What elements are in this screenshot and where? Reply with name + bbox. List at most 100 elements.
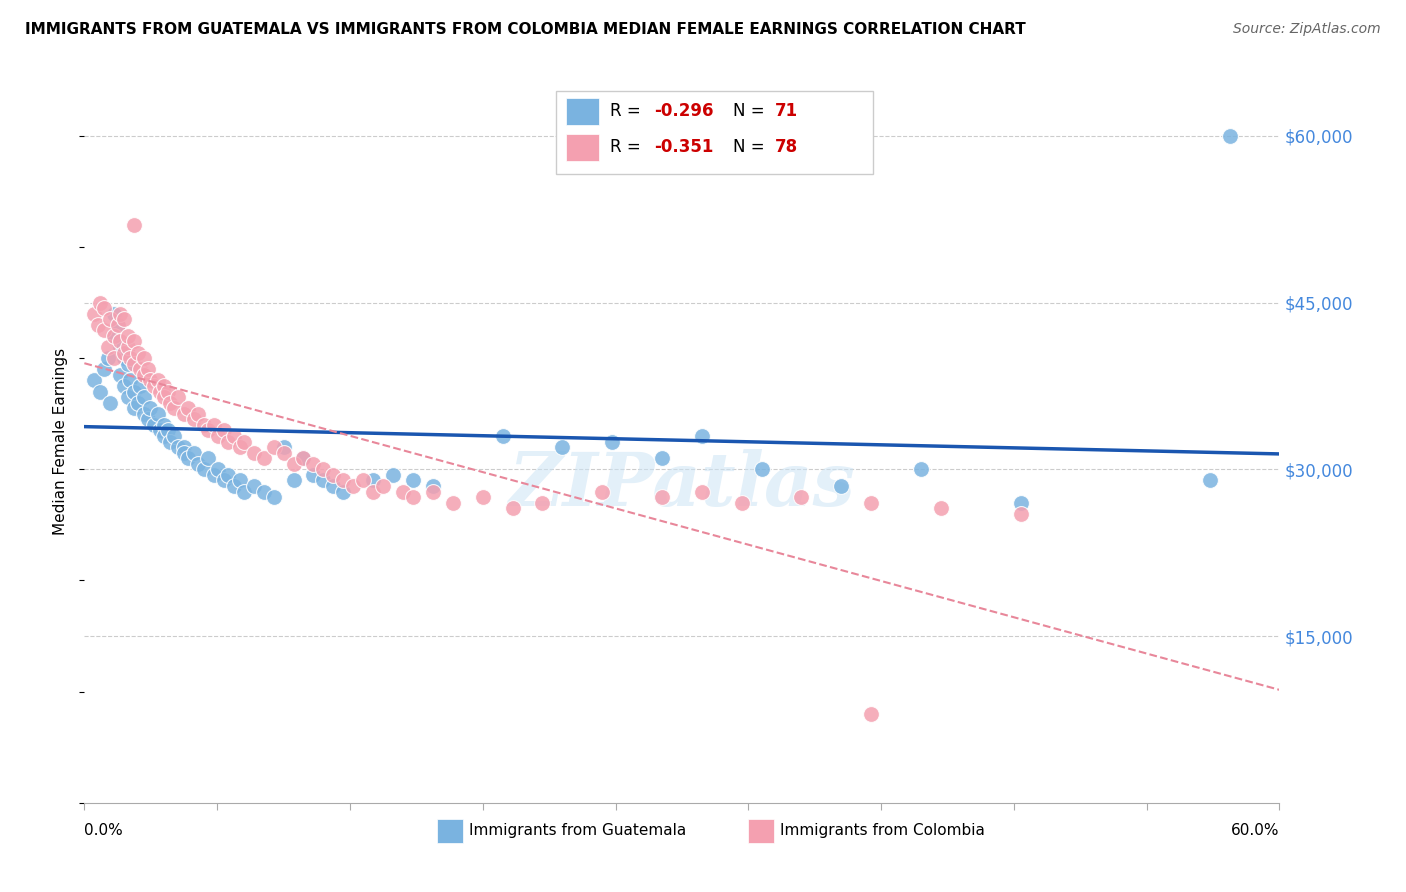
Bar [567, 97, 599, 125]
Point [292, 451, 315, 466]
Point [117, 390, 139, 404]
Point [187, 407, 209, 421]
Point [361, 474, 384, 488]
Point [402, 474, 425, 488]
Point [110, 307, 132, 321]
Point [229, 440, 252, 454]
Point [177, 451, 200, 466]
Point [217, 467, 239, 482]
Point [173, 407, 195, 421]
Point [153, 379, 176, 393]
Point [98, 312, 121, 326]
Point [173, 445, 195, 459]
Point [531, 496, 554, 510]
Point [273, 445, 295, 459]
Point [551, 440, 574, 454]
Point [110, 334, 132, 349]
Point [110, 368, 132, 382]
Point [153, 429, 176, 443]
Text: 0.0%: 0.0% [84, 823, 124, 838]
Point [690, 484, 713, 499]
Point [163, 401, 186, 416]
Point [177, 401, 200, 416]
Point [139, 373, 162, 387]
Point [217, 434, 239, 449]
FancyBboxPatch shape [557, 91, 873, 174]
Text: N =: N = [734, 103, 770, 120]
Point [149, 384, 172, 399]
Text: 71: 71 [775, 103, 799, 120]
Point [292, 451, 315, 466]
Point [159, 434, 181, 449]
Point [492, 429, 515, 443]
Point [98, 395, 121, 409]
Text: ZIPatlas: ZIPatlas [509, 449, 855, 521]
Point [232, 484, 254, 499]
Point [97, 340, 120, 354]
Point [402, 490, 425, 504]
Point [242, 479, 264, 493]
Point [1010, 507, 1032, 521]
Point [132, 390, 156, 404]
Point [253, 451, 276, 466]
Point [103, 329, 125, 343]
Point [332, 474, 354, 488]
Point [352, 474, 374, 488]
Point [110, 340, 132, 354]
Point [302, 457, 325, 471]
Point [93, 362, 115, 376]
Point [117, 357, 139, 371]
Point [103, 307, 125, 321]
Point [212, 474, 235, 488]
Point [263, 490, 285, 504]
Point [1219, 128, 1241, 143]
Point [83, 307, 105, 321]
Point [112, 351, 135, 366]
Point [212, 424, 235, 438]
Point [117, 340, 139, 354]
Point [751, 462, 773, 476]
Point [283, 474, 305, 488]
Point [122, 357, 145, 371]
Point [93, 301, 115, 315]
Point [127, 345, 149, 359]
Point [929, 501, 952, 516]
Point [103, 329, 125, 343]
Point [97, 351, 120, 366]
Point [790, 490, 813, 504]
Point [202, 467, 225, 482]
Point [373, 479, 395, 493]
Point [129, 379, 152, 393]
Point [146, 373, 169, 387]
Point [731, 496, 754, 510]
Point [122, 334, 145, 349]
Point [197, 424, 219, 438]
Point [471, 490, 494, 504]
Point [87, 318, 110, 332]
Point [910, 462, 932, 476]
Point [322, 479, 344, 493]
Point [322, 467, 344, 482]
Point [83, 373, 105, 387]
Point [89, 295, 111, 310]
Point [117, 329, 139, 343]
Point [202, 417, 225, 432]
Point [132, 407, 156, 421]
Text: IMMIGRANTS FROM GUATEMALA VS IMMIGRANTS FROM COLOMBIA MEDIAN FEMALE EARNINGS COR: IMMIGRANTS FROM GUATEMALA VS IMMIGRANTS … [25, 22, 1026, 37]
Point [651, 490, 673, 504]
Bar [567, 134, 599, 161]
Point [253, 484, 276, 499]
Point [502, 501, 524, 516]
Text: -0.351: -0.351 [654, 138, 714, 156]
Point [136, 412, 159, 426]
Point [222, 429, 245, 443]
Point [127, 395, 149, 409]
Point [153, 390, 176, 404]
Point [332, 484, 354, 499]
Point [167, 440, 190, 454]
Point [89, 384, 111, 399]
Point [107, 318, 129, 332]
Text: 78: 78 [775, 138, 799, 156]
Point [242, 445, 264, 459]
Point [273, 440, 295, 454]
